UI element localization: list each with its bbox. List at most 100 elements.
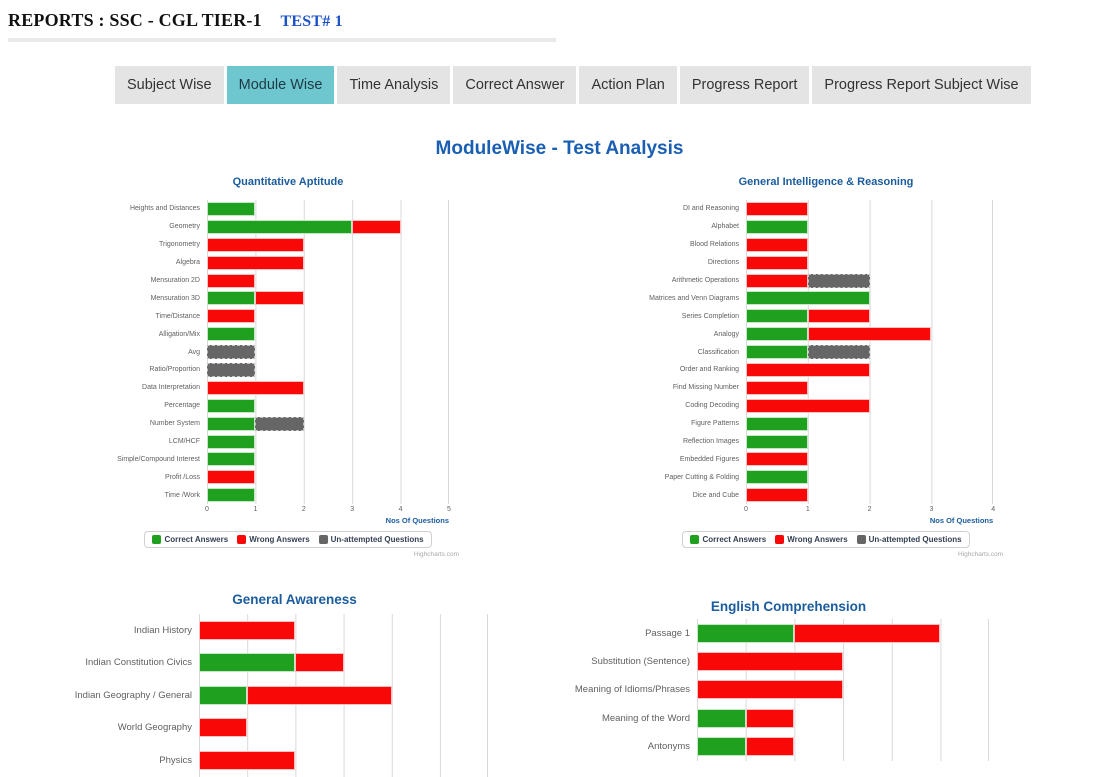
- tab-progress-report[interactable]: Progress Report: [679, 66, 810, 104]
- bar-segment-un-attempted-questions[interactable]: [807, 345, 870, 360]
- bar-track: [697, 704, 795, 732]
- legend-swatch: [775, 535, 785, 545]
- bar-segment-wrong-answers[interactable]: [746, 255, 808, 270]
- tab-progress-report-subject-wise[interactable]: Progress Report Subject Wise: [812, 66, 1031, 104]
- bar-segment-correct-answers[interactable]: [207, 488, 256, 503]
- tab-action-plan[interactable]: Action Plan: [579, 66, 677, 104]
- category-label-time-work: Time /Work: [164, 491, 200, 499]
- bar-segment-un-attempted-questions[interactable]: [207, 345, 256, 360]
- bar-segment-correct-answers[interactable]: [746, 219, 808, 234]
- category-label-data-interpretation: Data Interpretation: [142, 384, 200, 392]
- bar-segment-wrong-answers[interactable]: [207, 237, 304, 252]
- bar-segment-correct-answers[interactable]: [207, 398, 256, 413]
- bar-segment-wrong-answers[interactable]: [255, 291, 304, 306]
- tab-time-analysis[interactable]: Time Analysis: [337, 66, 451, 104]
- bar-segment-correct-answers[interactable]: [207, 291, 256, 306]
- header-divider: [8, 38, 556, 42]
- bar-segment-correct-answers[interactable]: [207, 416, 256, 431]
- category-label-meaning-of-idioms-phrases: Meaning of Idioms/Phrases: [574, 684, 690, 696]
- bar-segment-wrong-answers[interactable]: [207, 380, 304, 395]
- bar-segment-un-attempted-questions[interactable]: [207, 362, 256, 377]
- bar-segment-wrong-answers[interactable]: [352, 219, 401, 234]
- bar-segment-correct-answers[interactable]: [746, 327, 808, 342]
- bar-segment-wrong-answers[interactable]: [807, 309, 870, 324]
- bar-track: [199, 647, 344, 680]
- bar-segment-correct-answers[interactable]: [199, 685, 248, 705]
- bar-segment-wrong-answers[interactable]: [247, 685, 392, 705]
- category-row: Indian Geography / General: [75, 679, 489, 712]
- legend-item-un-attempted-questions[interactable]: Un-attempted Questions: [856, 535, 962, 545]
- category-row: Substitution (Sentence): [587, 647, 990, 675]
- category-label-heights-and-distances: Heights and Distances: [129, 205, 200, 213]
- bar-segment-wrong-answers[interactable]: [745, 737, 795, 757]
- category-row: Analogy: [658, 325, 994, 343]
- bar-segment-wrong-answers[interactable]: [807, 327, 932, 342]
- report-title: REPORTS : SSC - CGL TIER-1: [8, 10, 262, 30]
- category-label-matrices-and-venn-diagrams: Matrices and Venn Diagrams: [649, 294, 739, 302]
- bar-segment-wrong-answers[interactable]: [746, 398, 870, 413]
- legend-item-correct-answers[interactable]: Correct Answers: [152, 535, 228, 545]
- x-tick-label: 2: [867, 506, 872, 514]
- category-label-indian-history: Indian History: [133, 624, 192, 636]
- tab-correct-answer[interactable]: Correct Answer: [453, 66, 577, 104]
- bar-segment-correct-answers[interactable]: [207, 219, 353, 234]
- bar-segment-correct-answers[interactable]: [697, 623, 795, 643]
- bar-track: [207, 289, 304, 307]
- bar-segment-correct-answers[interactable]: [746, 309, 808, 324]
- category-row: Matrices and Venn Diagrams: [649, 289, 994, 307]
- bar-segment-wrong-answers[interactable]: [207, 470, 256, 485]
- bar-segment-un-attempted-questions[interactable]: [255, 416, 304, 431]
- bar-segment-wrong-answers[interactable]: [746, 237, 808, 252]
- chart-english-comprehension: English Comprehension Passage 1 Substituti…: [574, 599, 990, 761]
- bar-segment-wrong-answers[interactable]: [746, 201, 808, 216]
- bar-segment-correct-answers[interactable]: [746, 345, 808, 360]
- bar-segment-wrong-answers[interactable]: [746, 488, 808, 503]
- bar-segment-correct-answers[interactable]: [746, 470, 808, 485]
- bar-segment-wrong-answers[interactable]: [746, 380, 808, 395]
- bar-segment-correct-answers[interactable]: [697, 708, 746, 728]
- legend-item-wrong-answers[interactable]: Wrong Answers: [775, 535, 848, 545]
- legend-item-wrong-answers[interactable]: Wrong Answers: [237, 535, 310, 545]
- legend-item-un-attempted-questions[interactable]: Un-attempted Questions: [318, 535, 424, 545]
- bar-segment-correct-answers[interactable]: [697, 737, 746, 757]
- bar-segment-correct-answers[interactable]: [207, 201, 256, 216]
- bar-segment-wrong-answers[interactable]: [746, 273, 808, 288]
- category-row: Passage 1: [587, 619, 990, 647]
- bar-segment-wrong-answers[interactable]: [207, 255, 304, 270]
- bar-segment-wrong-answers[interactable]: [199, 620, 296, 640]
- bar-segment-wrong-answers[interactable]: [199, 718, 248, 738]
- bar-track: [207, 325, 256, 343]
- category-row: Heights and Distances: [127, 200, 449, 218]
- bar-segment-correct-answers[interactable]: [207, 327, 256, 342]
- bar-segment-correct-answers[interactable]: [199, 653, 296, 673]
- bar-segment-wrong-answers[interactable]: [794, 623, 941, 643]
- bar-track: [746, 450, 808, 468]
- bar-segment-wrong-answers[interactable]: [295, 653, 344, 673]
- bar-segment-correct-answers[interactable]: [207, 434, 256, 449]
- category-row: Ratio/Proportion: [127, 361, 449, 379]
- category-label-ratio-proportion: Ratio/Proportion: [149, 366, 200, 374]
- test-number-link[interactable]: TEST# 1: [280, 13, 343, 30]
- legend-item-correct-answers[interactable]: Correct Answers: [690, 535, 766, 545]
- tab-module-wise[interactable]: Module Wise: [226, 66, 335, 104]
- bar-segment-wrong-answers[interactable]: [697, 652, 844, 672]
- bar-segment-correct-answers[interactable]: [746, 434, 808, 449]
- bar-segment-wrong-answers[interactable]: [207, 273, 256, 288]
- bar-segment-wrong-answers[interactable]: [746, 452, 808, 467]
- bar-segment-wrong-answers[interactable]: [745, 708, 795, 728]
- bar-segment-un-attempted-questions[interactable]: [807, 273, 870, 288]
- bar-segment-wrong-answers[interactable]: [746, 362, 870, 377]
- bar-segment-wrong-answers[interactable]: [207, 309, 256, 324]
- tab-subject-wise[interactable]: Subject Wise: [115, 66, 224, 104]
- bar-track: [207, 468, 256, 486]
- bar-segment-correct-answers[interactable]: [746, 291, 870, 306]
- bar-track: [207, 361, 256, 379]
- category-label-arithmetic-operations: Arithmetic Operations: [671, 277, 739, 284]
- bar-segment-correct-answers[interactable]: [207, 452, 256, 467]
- highcharts-watermark-link[interactable]: Highcharts.com: [958, 551, 1004, 559]
- category-row: Meaning of Idioms/Phrases: [574, 676, 990, 704]
- category-label-trigonometry: Trigonometry: [159, 241, 200, 249]
- bar-segment-correct-answers[interactable]: [746, 416, 808, 431]
- highcharts-watermark-link[interactable]: Highcharts.com: [413, 551, 459, 559]
- bar-segment-wrong-answers[interactable]: [697, 680, 844, 700]
